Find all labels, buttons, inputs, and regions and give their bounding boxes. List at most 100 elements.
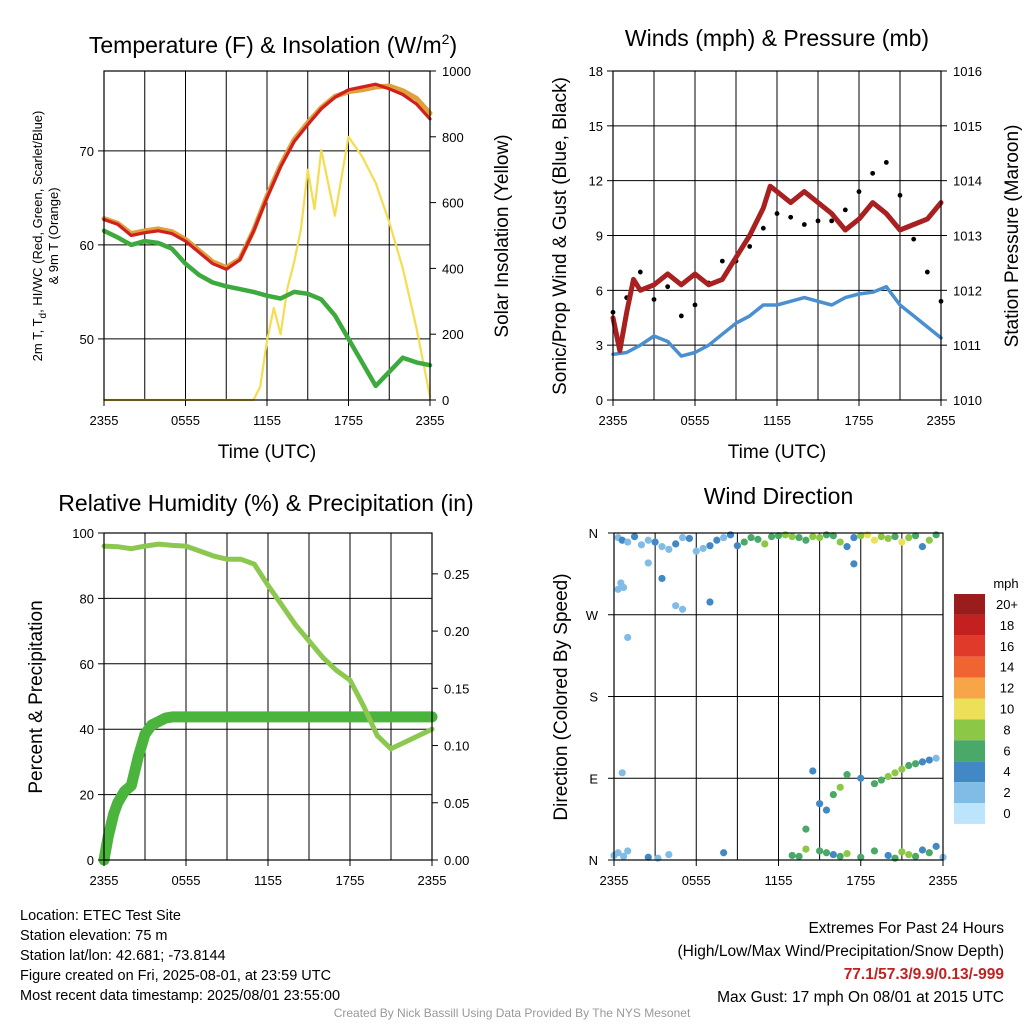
gust-point	[760, 225, 766, 231]
gust-point	[788, 214, 794, 220]
direction-point	[768, 533, 776, 541]
legend-label: 14	[1000, 660, 1014, 675]
direction-point	[829, 791, 837, 799]
direction-point	[802, 825, 810, 833]
winds-panel: 2355 0555 1155 1755 2355 0 3 6 9 12 15 18 1010 1011 10…	[550, 25, 1023, 463]
direction-point	[843, 543, 851, 551]
most-recent-data: Most recent data timestamp: 2025/08/01 2…	[20, 988, 341, 1004]
direction-point	[843, 771, 851, 779]
direction-point	[678, 605, 687, 613]
direction-point	[672, 540, 680, 548]
direction-point	[617, 579, 625, 587]
gust-point	[870, 170, 876, 176]
y-axis-label: Sonic/Prop Wind & Gust (Blue, Black)	[550, 77, 571, 395]
gust-point	[637, 269, 643, 275]
y2-tick-label: 200	[442, 327, 464, 342]
x-tick-label: 0555	[171, 413, 200, 428]
direction-point	[891, 854, 899, 862]
humidity-line	[101, 541, 435, 752]
y-tick-label: 18	[589, 64, 603, 79]
y2-tick-label: 600	[442, 196, 464, 211]
station-elevation: Station elevation: 75 m	[20, 928, 168, 944]
direction-point	[644, 536, 652, 544]
x-tick-label: 1755	[845, 413, 874, 428]
direction-point	[836, 852, 844, 860]
direction-point	[816, 533, 824, 542]
y-tick-label: W	[586, 608, 599, 623]
direction-point	[747, 533, 755, 542]
direction-point	[891, 769, 899, 777]
direction-point	[932, 842, 940, 850]
y2-tick-label: 1013	[953, 229, 982, 244]
gust-point	[665, 284, 671, 290]
legend-swatch	[954, 698, 985, 720]
extremes-values: 77.1/57.3/9.9/0.13/-999	[843, 966, 1004, 983]
gust-point	[678, 313, 684, 319]
y2-tick-label: 0.20	[444, 624, 469, 639]
station-info: Location: ETEC Test Site Station elevati…	[20, 906, 340, 1006]
x-tick-label: 2355	[929, 873, 958, 888]
y2-tick-label: 0.15	[444, 681, 469, 696]
direction-point	[651, 538, 659, 546]
y2-tick-label: 1015	[953, 119, 982, 134]
x-tick-label: 0555	[172, 873, 201, 888]
gust-point	[897, 192, 903, 198]
direction-point	[713, 536, 721, 544]
direction-point	[637, 541, 646, 549]
direction-point	[809, 533, 817, 541]
direction-point	[864, 531, 872, 539]
legend-label: 4	[1003, 764, 1010, 779]
direction-point	[658, 543, 666, 551]
legend-swatch	[954, 635, 985, 657]
y2-axis-label: Solar Insolation (Yellow)	[492, 134, 513, 337]
direction-point	[699, 544, 707, 553]
y-tick-label: 0	[596, 393, 603, 408]
direction-point	[857, 532, 865, 540]
direction-point	[884, 851, 892, 860]
legend-label: 0	[1003, 806, 1010, 821]
y2-tick-label: 1014	[953, 174, 982, 189]
y2-tick-label: 1011	[953, 338, 981, 353]
direction-point	[618, 536, 626, 544]
direction-point	[692, 547, 700, 555]
y2-tick-label: 0.10	[444, 739, 469, 754]
direction-point	[726, 531, 735, 539]
direction-point	[829, 532, 837, 540]
x-tick-label: 2355	[90, 413, 119, 428]
x-tick-label: 2355	[418, 873, 447, 888]
x-tick-label: 1755	[334, 413, 363, 428]
legend-swatch	[954, 594, 985, 615]
y-tick-label: 9	[596, 229, 603, 244]
y2-tick-label: 1012	[953, 283, 982, 298]
direction-point	[654, 854, 662, 862]
direction-point	[665, 545, 673, 553]
direction-point	[685, 534, 693, 543]
y2-tick-label: 0.00	[444, 853, 469, 868]
gust-point	[651, 297, 657, 302]
direction-point	[911, 532, 920, 540]
legend-label: 6	[1003, 743, 1010, 758]
y-tick-label: N	[589, 526, 598, 541]
direction-point	[802, 536, 810, 544]
gust-point	[924, 269, 930, 275]
figure-created: Figure created on Fri, 2025-08-01, at 23…	[20, 968, 332, 984]
y-tick-label: 6	[596, 283, 603, 298]
direction-point	[624, 847, 632, 855]
direction-point	[781, 531, 789, 539]
x-tick-label: 1155	[253, 413, 281, 428]
y-axis-label: & 9m T (Orange)	[46, 187, 61, 284]
y2-tick-label: 0.05	[444, 796, 469, 811]
y-axis-label: Percent & Precipitation	[26, 600, 47, 793]
x-tick-label: 1155	[763, 413, 791, 428]
direction-point	[816, 847, 824, 855]
direction-point	[630, 533, 639, 541]
y-tick-label: 0	[87, 853, 94, 868]
y-tick-label: 3	[596, 338, 603, 353]
sustained-wind-line	[611, 284, 943, 358]
gust-point	[747, 244, 753, 249]
direction-point	[918, 846, 927, 854]
temp-2m-line	[102, 82, 432, 271]
y-tick-label: 70	[80, 144, 94, 159]
direction-point	[802, 845, 810, 853]
